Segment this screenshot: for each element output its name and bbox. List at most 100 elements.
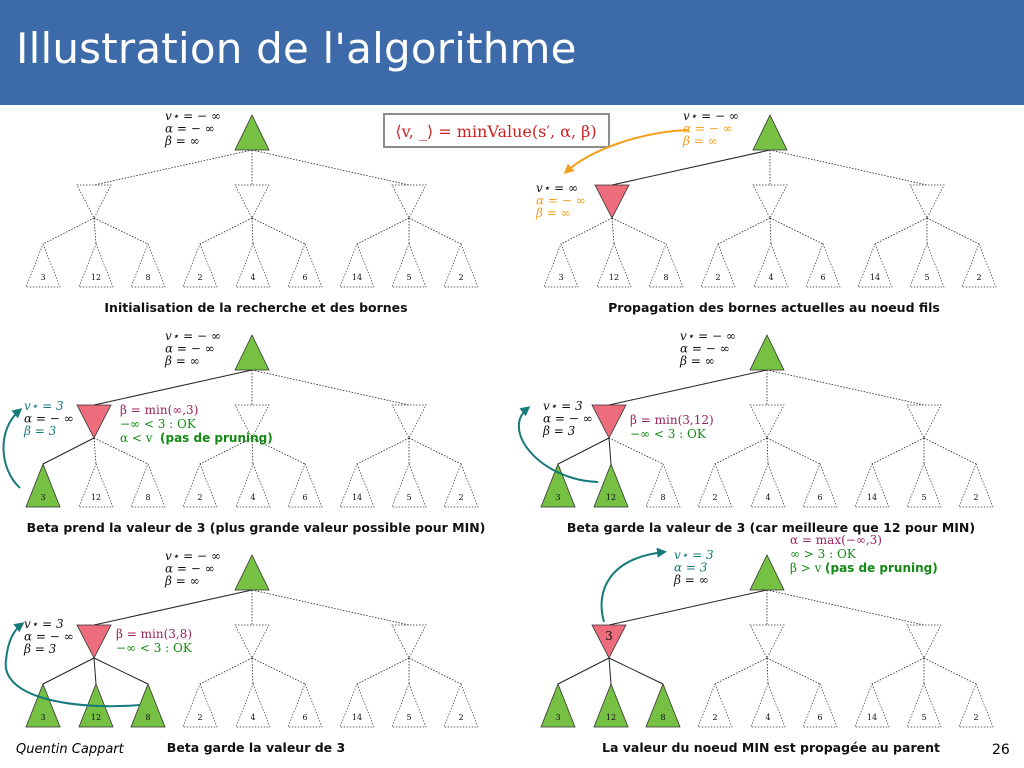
- min-node: [591, 404, 627, 439]
- tree-edge: [199, 217, 253, 245]
- leaf-node: [287, 683, 323, 728]
- leaf-value: 3: [40, 713, 45, 722]
- tree-edge: [408, 217, 462, 245]
- tree-edge: [93, 437, 97, 465]
- tree-edge: [714, 437, 768, 465]
- title-banner: [0, 0, 1024, 105]
- leaf-value: 3: [558, 273, 563, 282]
- tree-panel-6: 3 12 8 2 4 6 14 5 2 La valeur du noeud MIN est pr…: [540, 533, 994, 755]
- tree-edge: [199, 657, 253, 685]
- tree-edge: [251, 589, 410, 626]
- root-bound-label: α = − ∞: [165, 342, 215, 356]
- leaf-node: [909, 243, 945, 288]
- min-node: [234, 624, 270, 659]
- leaf-node: [854, 463, 890, 508]
- root-bound-label: v⋆ = 3: [674, 548, 714, 562]
- leaf-value: 2: [458, 493, 463, 502]
- leaf-value: 2: [197, 713, 202, 722]
- min-node: [391, 184, 427, 219]
- child-bound-label: β = 3: [23, 424, 57, 438]
- leaf-node: [802, 463, 838, 508]
- tree-edge: [608, 657, 664, 685]
- child-bound-label: v⋆ = ∞: [536, 181, 578, 195]
- note-line: β = min(∞,3): [120, 403, 198, 417]
- leaf-value: 2: [973, 493, 978, 502]
- tree-edge: [769, 149, 928, 186]
- tree-edge: [871, 437, 925, 465]
- tree-edge: [251, 437, 254, 465]
- leaf-value: 5: [921, 493, 926, 502]
- leaf-value: 3: [555, 713, 560, 722]
- footer-author: Quentin Cappart: [16, 742, 124, 757]
- tree-edge: [766, 657, 769, 685]
- leaf-value: 4: [765, 713, 770, 722]
- leaf-value: 5: [924, 273, 929, 282]
- leaf-value: 14: [870, 273, 880, 282]
- note-line: (pas de pruning): [160, 431, 273, 445]
- leaf-node: [958, 683, 994, 728]
- root-bound-label: v⋆ = − ∞: [683, 109, 739, 123]
- child-bound-label: α = − ∞: [543, 412, 593, 426]
- leaf-node: [648, 243, 684, 288]
- leaf-node: [958, 463, 994, 508]
- root-bound-label: α = − ∞: [165, 562, 215, 576]
- root-bound-label: α = − ∞: [165, 122, 215, 136]
- min-node: [391, 624, 427, 659]
- note-line: α = max(−∞,3): [790, 533, 882, 547]
- tree-edge: [923, 437, 977, 465]
- tree-edge: [356, 437, 410, 465]
- update-arrow: [4, 622, 141, 708]
- tree-edge: [42, 217, 95, 245]
- note-line: β = min(3,8): [116, 627, 192, 641]
- tree-edge: [611, 217, 667, 245]
- tree-panel-1: 3 12 8 2 4 6 14 5 2 Initialisation de la recherch…: [25, 109, 479, 315]
- leaf-value: 14: [867, 493, 877, 502]
- leaf-node: [391, 683, 427, 728]
- leaf-node: [443, 683, 479, 728]
- tree-edge: [608, 369, 768, 406]
- tree-edge: [766, 369, 925, 406]
- leaf-value: 5: [406, 273, 411, 282]
- min-node: [234, 404, 270, 439]
- leaf-value: 14: [867, 713, 877, 722]
- leaf-value: 12: [609, 273, 619, 282]
- leaf-value: 2: [458, 273, 463, 282]
- tree-edge: [93, 437, 149, 465]
- tree-edge: [93, 369, 253, 406]
- tree-edge: [608, 657, 612, 685]
- tree-edge: [408, 437, 462, 465]
- root-bound-label: α = 3: [674, 561, 708, 575]
- leaf-node: [339, 683, 375, 728]
- tree-edge: [560, 217, 613, 245]
- max-root-node: [234, 554, 270, 591]
- tree-edge: [42, 437, 95, 465]
- leaf-node: [287, 243, 323, 288]
- min-node: [76, 184, 112, 219]
- tree-edge: [557, 437, 610, 465]
- max-root-node: [234, 334, 270, 371]
- tree-panel-5: 3 12 8 2 4 6 14 5 2 Beta garde la valeur de 3 v⋆ =…: [23, 549, 479, 755]
- leaf-value: 8: [663, 273, 668, 282]
- tree-edge: [871, 657, 925, 685]
- leaf-node: [802, 683, 838, 728]
- leaf-node: [339, 243, 375, 288]
- tree-edge: [766, 437, 769, 465]
- leaf-node: [753, 243, 789, 288]
- max-root-node: [752, 114, 788, 151]
- tree-edge: [199, 437, 253, 465]
- leaf-node: [906, 683, 942, 728]
- tree-edge: [766, 657, 821, 685]
- leaf-node: [130, 463, 166, 508]
- leaf-value: 4: [250, 273, 255, 282]
- root-bound-label: v⋆ = − ∞: [165, 549, 221, 563]
- leaf-node: [78, 463, 114, 508]
- min-node: [591, 624, 627, 659]
- tree-edge: [769, 217, 824, 245]
- tree-edge: [251, 369, 410, 406]
- tree-edge: [93, 217, 97, 245]
- leaf-value: 6: [302, 493, 307, 502]
- update-arrow: [517, 406, 599, 483]
- tree-panel-4: 3 12 8 2 4 6 14 5 2 Beta garde la valeur de 3 (ca…: [540, 329, 994, 535]
- tree-edge: [251, 217, 254, 245]
- note-line: −∞ < 3 : OK: [116, 641, 193, 655]
